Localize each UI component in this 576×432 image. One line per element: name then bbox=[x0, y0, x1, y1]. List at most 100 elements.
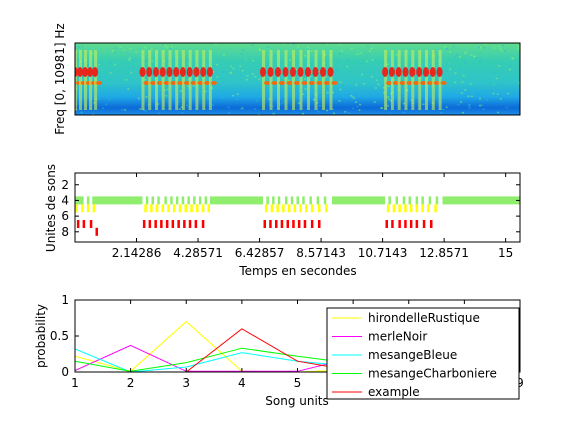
spectrogram-speckle bbox=[211, 87, 214, 89]
unit-tick-mark bbox=[280, 220, 284, 228]
spectrogram-speckle bbox=[513, 85, 516, 88]
spectrogram-speckle bbox=[185, 104, 188, 107]
spectrogram-call-low bbox=[197, 81, 204, 85]
spectrogram-speckle bbox=[332, 91, 334, 94]
spectrogram-speckle bbox=[454, 81, 457, 84]
unit-tick-mark bbox=[415, 196, 419, 205]
spectrogram-speckle bbox=[351, 95, 354, 98]
spectrogram-speckle bbox=[402, 102, 405, 105]
spectrogram-speckle bbox=[132, 66, 134, 69]
spectrogram-speckle bbox=[403, 111, 406, 114]
spectrogram-speckle bbox=[482, 108, 485, 110]
spectrogram-speckle bbox=[297, 102, 300, 104]
unit-tick-mark bbox=[76, 220, 80, 228]
spectrogram-speckle bbox=[171, 45, 173, 48]
spectrogram-speckle bbox=[436, 88, 439, 90]
unit-tick-mark bbox=[398, 220, 401, 228]
spectrogram-speckle bbox=[366, 45, 369, 47]
spectrogram-speckle bbox=[227, 112, 230, 114]
spectrogram-call-high bbox=[146, 67, 153, 77]
spectrogram-speckle bbox=[480, 104, 483, 106]
x-tick-label: 5 bbox=[294, 376, 302, 390]
units-axis-ticks: 2.14286 4.28571 6.42857 8.57143 10.7143 12.85… bbox=[61, 173, 520, 260]
spectrogram-speckle bbox=[265, 64, 268, 66]
spectrogram-speckle bbox=[370, 47, 373, 50]
spectrogram-call-low bbox=[271, 81, 278, 85]
spectrogram-call-high bbox=[260, 67, 266, 77]
spectrogram-speckle bbox=[186, 85, 189, 87]
spectrogram-speckle bbox=[304, 79, 307, 81]
spectrogram-speckle bbox=[422, 103, 425, 105]
unit-tick-mark bbox=[305, 204, 308, 213]
legend-box bbox=[326, 307, 520, 400]
spectrogram-call-column bbox=[277, 50, 280, 110]
spectrogram-speckle bbox=[356, 53, 359, 55]
spectrogram-speckle bbox=[238, 84, 241, 87]
spectrogram-speckle bbox=[362, 83, 365, 85]
spectrogram-speckle bbox=[478, 46, 480, 49]
spectrogram-call-low bbox=[413, 81, 420, 85]
spectrogram-speckle bbox=[218, 92, 220, 94]
spectrogram-speckle bbox=[109, 61, 112, 64]
spectrogram-speckle bbox=[113, 50, 116, 53]
spectrogram-speckle bbox=[449, 68, 451, 70]
x-tick-label: 2.14286 bbox=[112, 246, 162, 260]
spectrogram-call-column bbox=[181, 50, 185, 110]
spectrogram-speckle bbox=[467, 87, 470, 89]
unit-tick-mark bbox=[194, 220, 198, 228]
spectrogram-speckle bbox=[316, 92, 319, 94]
unit-tick-mark bbox=[188, 220, 192, 228]
spectrogram-speckle bbox=[356, 105, 359, 108]
spectrogram-speckle bbox=[282, 43, 285, 45]
spectrogram-speckle bbox=[326, 91, 329, 94]
unit-tick-mark bbox=[269, 220, 272, 228]
spectrogram-panel: Freq [0, 10981] Hz bbox=[53, 23, 521, 135]
spectrogram-speckle bbox=[386, 105, 389, 107]
spectrogram-speckle bbox=[460, 92, 463, 94]
spectrogram-speckle bbox=[114, 47, 117, 49]
spectrogram-call-high bbox=[290, 67, 296, 77]
spectrogram-speckle bbox=[163, 89, 166, 91]
spectrogram-speckle bbox=[139, 108, 142, 110]
spectrogram-speckle bbox=[470, 95, 473, 98]
spectrogram-call-column bbox=[284, 50, 288, 110]
unit-tick-mark bbox=[187, 196, 190, 205]
unit-tick-mark bbox=[264, 204, 268, 213]
spectrogram-speckle bbox=[123, 49, 126, 51]
units-panel: 2.14286 4.28571 6.42857 8.57143 10.7143 12.85… bbox=[44, 164, 521, 278]
spectrogram-call-column bbox=[425, 50, 428, 110]
spectrogram-call-low bbox=[177, 81, 184, 85]
spectrogram-call-column bbox=[397, 50, 401, 110]
spectrogram-speckle bbox=[400, 71, 403, 74]
spectrogram-speckle bbox=[454, 56, 457, 59]
y-tick-label: 0.5 bbox=[50, 329, 69, 343]
spectrogram-speckle bbox=[166, 47, 169, 49]
unit-tick-mark bbox=[178, 204, 182, 213]
spectrogram-speckle bbox=[318, 105, 321, 107]
unit-tick-mark bbox=[276, 204, 279, 213]
spectrogram-speckle bbox=[499, 98, 502, 100]
spectrogram-speckle bbox=[81, 112, 84, 114]
spectrogram-speckle bbox=[222, 92, 225, 94]
spectrogram-speckle bbox=[360, 91, 363, 94]
spectrogram-speckle bbox=[272, 112, 275, 115]
spectrogram-speckle bbox=[436, 85, 439, 88]
spectrogram-speckle bbox=[492, 92, 495, 95]
spectrogram-speckle bbox=[108, 98, 111, 101]
spectrogram-call-column bbox=[208, 50, 212, 110]
unit-segment bbox=[332, 196, 386, 205]
spectrogram-call-low bbox=[264, 81, 270, 85]
spectrogram-speckle bbox=[338, 100, 341, 102]
spectrogram-speckle bbox=[449, 62, 452, 65]
spectrogram-speckle bbox=[434, 51, 437, 54]
spectrogram-call-high bbox=[312, 67, 319, 77]
spectrogram-speckle bbox=[310, 50, 313, 52]
spectrogram-call-column bbox=[329, 50, 333, 110]
spectrogram-speckle bbox=[468, 107, 471, 109]
spectrogram-speckle bbox=[374, 87, 377, 89]
spectrogram-speckle bbox=[171, 69, 174, 71]
unit-tick-mark bbox=[282, 204, 285, 213]
x-tick-label: 10.7143 bbox=[358, 246, 408, 260]
spectrogram-speckle bbox=[369, 50, 372, 52]
spectrogram-speckle bbox=[254, 108, 256, 110]
